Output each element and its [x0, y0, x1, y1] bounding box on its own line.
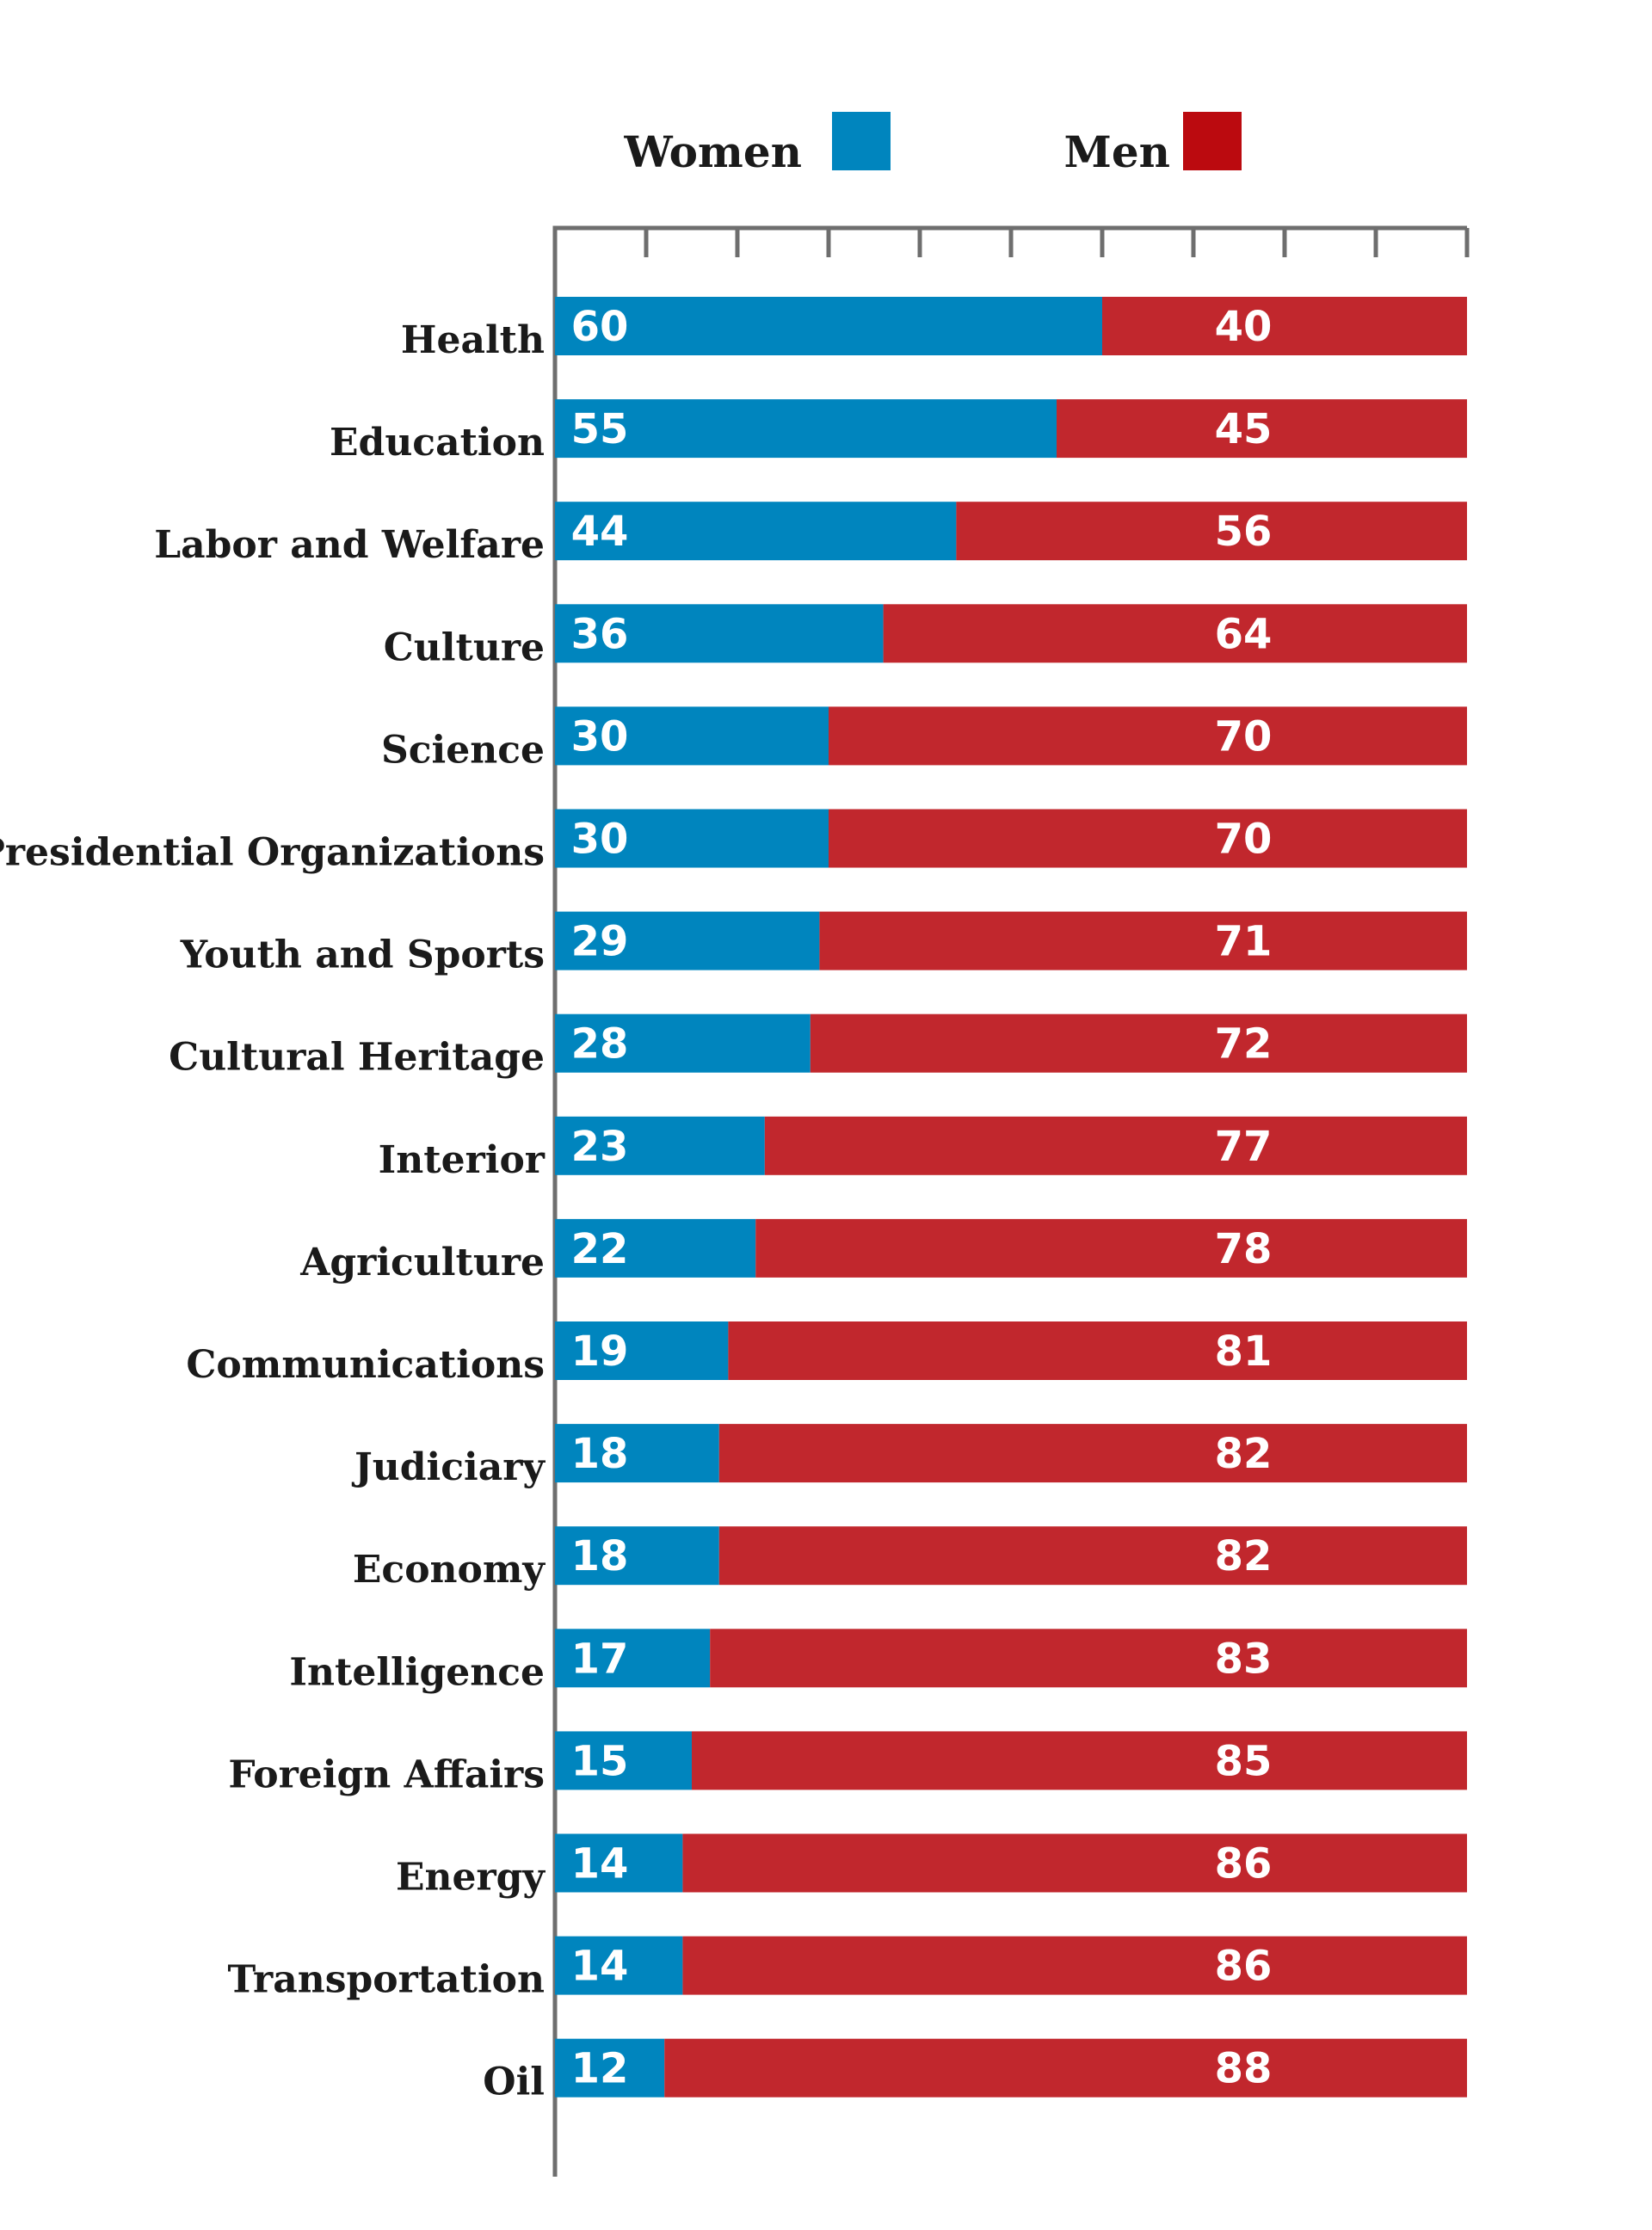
value-label-women-judiciary: 18	[571, 1430, 629, 1478]
bar-men-judiciary	[718, 1424, 1467, 1483]
value-label-women-education: 55	[571, 405, 629, 453]
legend-swatch-women	[832, 112, 891, 170]
category-label-foreign-affairs: Foreign Affairs	[228, 1753, 545, 1796]
legend-swatch-men	[1183, 112, 1242, 170]
bar-men-culture	[883, 604, 1467, 663]
bar-men-economy	[718, 1526, 1467, 1586]
bar-women-interior	[555, 1116, 765, 1175]
bar-men-energy	[682, 1833, 1467, 1893]
value-label-men-presidential-organizations: 70	[1215, 816, 1273, 864]
legend: Women Men	[624, 112, 1242, 177]
bar-men-health	[1102, 297, 1467, 355]
value-label-men-education: 45	[1215, 405, 1273, 453]
value-label-women-intelligence: 17	[571, 1635, 629, 1683]
bar-men-transportation	[682, 1936, 1467, 1995]
bar-men-cultural-heritage	[810, 1013, 1467, 1073]
value-label-women-foreign-affairs: 15	[571, 1737, 629, 1785]
value-label-men-culture: 64	[1215, 610, 1273, 658]
category-label-science: Science	[381, 728, 545, 772]
bar-women-transportation	[555, 1936, 683, 1995]
category-label-transportation: Transportation	[228, 1958, 546, 2002]
value-label-men-intelligence: 83	[1215, 1635, 1273, 1683]
value-label-men-labor-and-welfare: 56	[1215, 508, 1273, 556]
value-label-men-foreign-affairs: 85	[1215, 1737, 1273, 1785]
bar-women-judiciary	[555, 1424, 719, 1483]
value-label-men-interior: 77	[1215, 1123, 1273, 1171]
value-label-women-economy: 18	[571, 1532, 629, 1580]
bar-women-education	[555, 399, 1057, 459]
category-label-intelligence: Intelligence	[289, 1650, 545, 1694]
value-label-men-cultural-heritage: 72	[1215, 1020, 1273, 1069]
category-labels: Health Education Labor and Welfare Culture S…	[0, 318, 546, 2104]
bar-women-communications	[555, 1321, 729, 1380]
bar-men-presidential-organizations	[829, 809, 1467, 868]
category-label-energy: Energy	[396, 1856, 546, 1900]
bar-women-health	[555, 297, 1102, 355]
category-label-communications: Communications	[186, 1343, 545, 1387]
bar-men-youth-and-sports	[819, 911, 1467, 970]
bar-women-agriculture	[555, 1218, 756, 1278]
category-label-health: Health	[401, 318, 545, 362]
bar-men-foreign-affairs	[692, 1731, 1467, 1790]
bar-women-presidential-organizations	[555, 809, 829, 868]
value-label-women-agriculture: 22	[571, 1225, 629, 1273]
bar-men-communications	[728, 1321, 1467, 1380]
bar-women-cultural-heritage	[555, 1013, 811, 1073]
bar-men-interior	[764, 1116, 1467, 1175]
bar-men-agriculture	[755, 1218, 1467, 1278]
category-label-youth-and-sports: Youth and Sports	[180, 933, 545, 977]
bar-women-energy	[555, 1833, 683, 1893]
value-label-women-oil: 12	[571, 2045, 629, 2093]
bar-women-labor-and-welfare	[555, 502, 957, 561]
bar-women-economy	[555, 1526, 719, 1586]
bar-women-oil	[555, 2038, 665, 2098]
value-label-men-health: 40	[1215, 303, 1273, 351]
value-label-men-communications: 81	[1215, 1328, 1273, 1376]
bar-men-intelligence	[710, 1629, 1467, 1688]
value-label-women-presidential-organizations: 30	[571, 816, 629, 864]
category-label-culture: Culture	[384, 625, 545, 669]
value-label-men-science: 70	[1215, 712, 1273, 761]
category-label-oil: Oil	[483, 2061, 545, 2104]
category-label-cultural-heritage: Cultural Heritage	[169, 1036, 545, 1080]
bar-women-intelligence	[555, 1629, 711, 1688]
value-label-women-cultural-heritage: 28	[571, 1020, 629, 1069]
bar-women-culture	[555, 604, 884, 663]
category-label-education: Education	[330, 421, 545, 465]
value-label-men-transportation: 86	[1215, 1943, 1273, 1991]
category-label-agriculture: Agriculture	[299, 1241, 545, 1284]
bar-women-science	[555, 706, 829, 766]
bar-women-foreign-affairs	[555, 1731, 692, 1790]
value-label-women-energy: 14	[571, 1840, 629, 1888]
bar-men-oil	[664, 2038, 1467, 2098]
value-label-women-science: 30	[571, 712, 629, 761]
value-label-women-youth-and-sports: 29	[571, 918, 629, 966]
value-label-men-economy: 82	[1215, 1532, 1273, 1580]
value-label-women-culture: 36	[571, 610, 629, 658]
legend-label-women: Women	[624, 126, 803, 177]
bar-men-science	[829, 706, 1467, 766]
value-label-women-health: 60	[571, 303, 629, 351]
bar-men-labor-and-welfare	[956, 502, 1467, 561]
category-label-interior: Interior	[379, 1138, 546, 1182]
category-label-judiciary: Judiciary	[351, 1445, 546, 1489]
value-label-women-transportation: 14	[571, 1943, 629, 1991]
value-label-men-oil: 88	[1215, 2045, 1273, 2093]
value-label-women-labor-and-welfare: 44	[571, 508, 629, 556]
bar-men-education	[1057, 399, 1467, 459]
category-label-economy: Economy	[353, 1548, 546, 1592]
category-label-labor-and-welfare: Labor and Welfare	[154, 523, 545, 567]
value-label-women-interior: 23	[571, 1123, 629, 1171]
value-labels: 60 40 55 45 44 56 36 64 30 70 30 70 29 71 28 72 23 77 22 78…	[571, 303, 1273, 2093]
bars	[555, 297, 1467, 2098]
value-label-men-energy: 86	[1215, 1840, 1273, 1888]
category-label-presidential-organizations: Presidential Organizations	[0, 831, 545, 875]
value-label-men-judiciary: 82	[1215, 1430, 1273, 1478]
bar-women-youth-and-sports	[555, 911, 820, 970]
value-label-men-agriculture: 78	[1215, 1225, 1273, 1273]
value-label-women-communications: 19	[571, 1328, 629, 1376]
legend-label-men: Men	[1063, 126, 1170, 177]
value-label-men-youth-and-sports: 71	[1215, 918, 1273, 966]
